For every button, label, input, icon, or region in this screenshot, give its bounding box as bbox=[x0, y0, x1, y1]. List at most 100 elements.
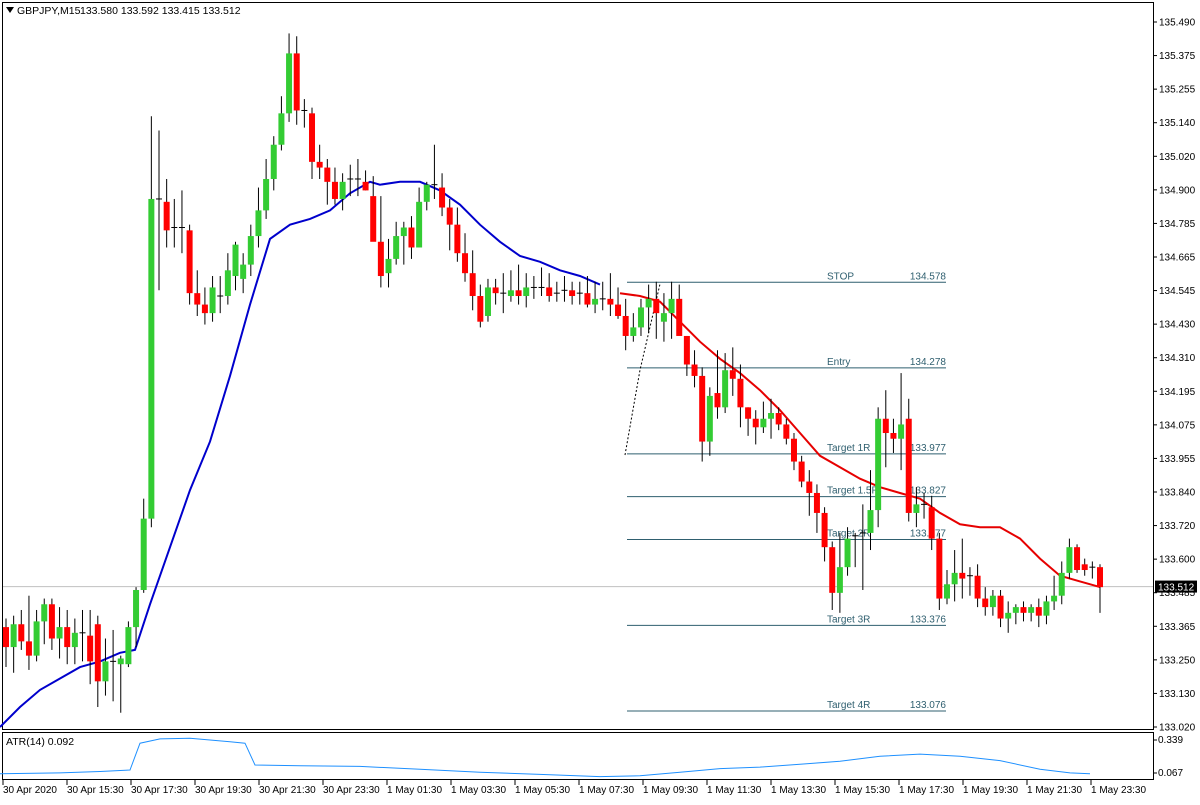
candle[interactable] bbox=[668, 281, 675, 339]
candle[interactable] bbox=[385, 238, 392, 288]
candle[interactable] bbox=[905, 398, 912, 522]
candle[interactable] bbox=[232, 241, 239, 291]
candle[interactable] bbox=[729, 347, 736, 396]
candle[interactable] bbox=[691, 350, 698, 388]
candle[interactable] bbox=[10, 615, 17, 673]
candle[interactable] bbox=[477, 284, 484, 328]
candle[interactable] bbox=[997, 589, 1004, 628]
candle[interactable] bbox=[133, 587, 140, 648]
candle[interactable] bbox=[653, 281, 660, 339]
candle[interactable] bbox=[224, 253, 231, 305]
candle[interactable] bbox=[370, 176, 377, 242]
candle[interactable] bbox=[286, 33, 293, 122]
candle[interactable] bbox=[156, 130, 163, 291]
candle[interactable] bbox=[538, 267, 545, 297]
candle[interactable] bbox=[339, 173, 346, 211]
candle[interactable] bbox=[163, 178, 170, 248]
candle[interactable] bbox=[25, 595, 32, 670]
candle[interactable] bbox=[569, 281, 576, 305]
candle[interactable] bbox=[393, 221, 400, 265]
candle[interactable] bbox=[33, 609, 40, 662]
candle[interactable] bbox=[347, 164, 354, 197]
candle[interactable] bbox=[683, 335, 690, 376]
candle[interactable] bbox=[974, 564, 981, 608]
candle[interactable] bbox=[813, 484, 820, 533]
candle[interactable] bbox=[217, 276, 224, 314]
candle[interactable] bbox=[3, 618, 9, 668]
candle[interactable] bbox=[1005, 601, 1012, 633]
candle[interactable] bbox=[492, 278, 499, 305]
candle[interactable] bbox=[439, 173, 446, 217]
candle[interactable] bbox=[760, 401, 767, 434]
candle[interactable] bbox=[660, 293, 667, 342]
candle[interactable] bbox=[255, 187, 262, 248]
candle[interactable] bbox=[943, 570, 950, 605]
candle[interactable] bbox=[798, 455, 805, 488]
candle[interactable] bbox=[240, 253, 247, 294]
candle[interactable] bbox=[79, 609, 86, 662]
candle[interactable] bbox=[806, 470, 813, 516]
candle[interactable] bbox=[875, 407, 882, 528]
candle[interactable] bbox=[859, 504, 866, 590]
candle[interactable] bbox=[362, 170, 369, 191]
candle[interactable] bbox=[584, 276, 591, 308]
candle[interactable] bbox=[959, 538, 966, 599]
candle[interactable] bbox=[469, 250, 476, 311]
candle[interactable] bbox=[951, 550, 958, 602]
candle[interactable] bbox=[546, 273, 553, 302]
candle[interactable] bbox=[515, 264, 522, 305]
candle[interactable] bbox=[622, 298, 629, 351]
candle[interactable] bbox=[171, 198, 178, 248]
candle[interactable] bbox=[500, 273, 507, 314]
candle[interactable] bbox=[752, 410, 759, 445]
candle[interactable] bbox=[1043, 595, 1050, 625]
candle[interactable] bbox=[117, 655, 124, 713]
candle[interactable] bbox=[400, 221, 407, 265]
candle[interactable] bbox=[309, 107, 316, 179]
candle[interactable] bbox=[821, 507, 828, 562]
candle[interactable] bbox=[615, 287, 622, 319]
candle[interactable] bbox=[64, 609, 71, 665]
candle[interactable] bbox=[706, 387, 713, 456]
candle[interactable] bbox=[484, 278, 491, 322]
candle[interactable] bbox=[1074, 544, 1081, 573]
candle[interactable] bbox=[714, 350, 721, 419]
candle[interactable] bbox=[41, 598, 48, 645]
candle[interactable] bbox=[1020, 601, 1027, 622]
candle[interactable] bbox=[209, 276, 216, 322]
candle[interactable] bbox=[989, 589, 996, 616]
candle[interactable] bbox=[775, 407, 782, 431]
dropdown-triangle-icon[interactable] bbox=[6, 7, 14, 13]
candle[interactable] bbox=[867, 470, 874, 551]
candle[interactable] bbox=[110, 629, 117, 702]
candle[interactable] bbox=[1058, 561, 1065, 605]
candle[interactable] bbox=[921, 492, 928, 519]
candle[interactable] bbox=[416, 187, 423, 248]
candle[interactable] bbox=[836, 532, 843, 613]
candle[interactable] bbox=[1097, 564, 1103, 613]
candle[interactable] bbox=[178, 190, 185, 254]
candle[interactable] bbox=[56, 607, 63, 659]
candle[interactable] bbox=[194, 270, 201, 316]
candle[interactable] bbox=[377, 196, 384, 288]
candle[interactable] bbox=[301, 99, 308, 128]
candle[interactable] bbox=[913, 487, 920, 528]
candle[interactable] bbox=[293, 36, 300, 125]
candle[interactable] bbox=[102, 638, 109, 696]
candle[interactable] bbox=[446, 198, 453, 251]
candle[interactable] bbox=[278, 96, 285, 151]
candle[interactable] bbox=[431, 144, 438, 199]
candle[interactable] bbox=[966, 567, 973, 596]
candle[interactable] bbox=[18, 609, 25, 650]
candle[interactable] bbox=[331, 167, 338, 205]
candle[interactable] bbox=[898, 373, 905, 471]
candle[interactable] bbox=[316, 144, 323, 179]
candle[interactable] bbox=[201, 287, 208, 325]
candle[interactable] bbox=[637, 298, 644, 336]
candle[interactable] bbox=[592, 281, 599, 314]
candle[interactable] bbox=[783, 418, 790, 445]
candle[interactable] bbox=[928, 495, 935, 551]
candle[interactable] bbox=[768, 398, 775, 439]
